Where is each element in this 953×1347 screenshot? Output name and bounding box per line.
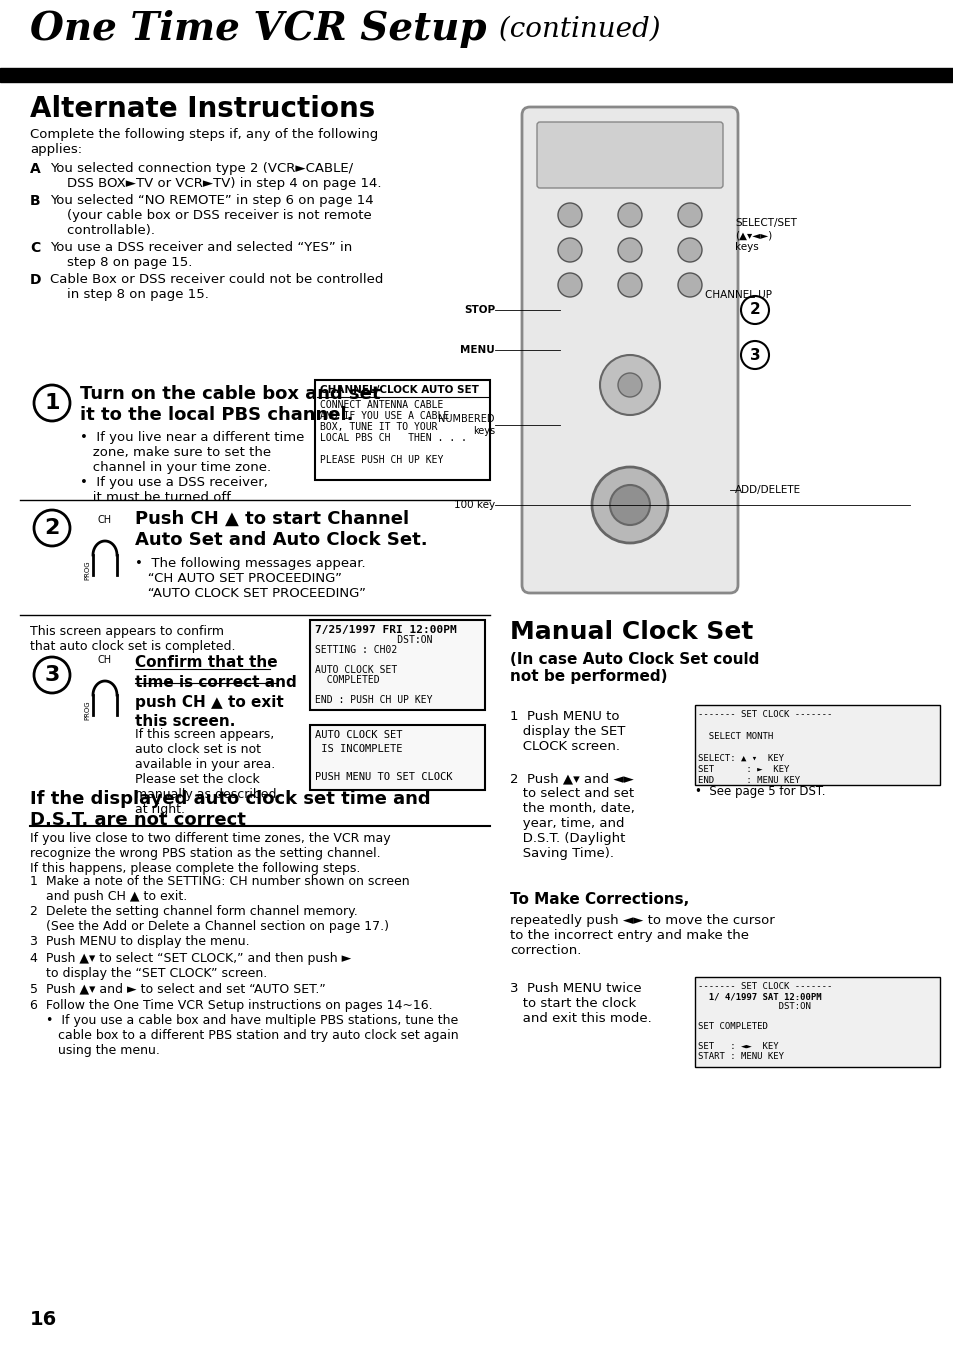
Circle shape xyxy=(618,238,641,263)
Circle shape xyxy=(609,485,649,525)
Circle shape xyxy=(678,273,701,296)
Text: 5  Push ▲▾ and ► to select and set “AUTO SET.”: 5 Push ▲▾ and ► to select and set “AUTO … xyxy=(30,982,325,995)
Text: PUSH MENU TO SET CLOCK: PUSH MENU TO SET CLOCK xyxy=(314,772,452,783)
Text: Manual Clock Set: Manual Clock Set xyxy=(510,620,753,644)
Text: 3  Push MENU to display the menu.: 3 Push MENU to display the menu. xyxy=(30,935,250,948)
Text: PROG: PROG xyxy=(84,560,90,579)
Text: BOX, TUNE IT TO YOUR: BOX, TUNE IT TO YOUR xyxy=(319,422,437,432)
Text: (continued): (continued) xyxy=(490,16,659,43)
Bar xyxy=(0,67,953,82)
Text: B: B xyxy=(30,194,41,207)
Text: Alternate Instructions: Alternate Instructions xyxy=(30,96,375,123)
FancyBboxPatch shape xyxy=(310,725,484,789)
Text: You selected “NO REMOTE” in step 6 on page 14
    (your cable box or DSS receive: You selected “NO REMOTE” in step 6 on pa… xyxy=(50,194,374,237)
Text: PLEASE PUSH CH UP KEY: PLEASE PUSH CH UP KEY xyxy=(319,455,443,465)
Circle shape xyxy=(618,373,641,397)
Text: SETTING : CH02: SETTING : CH02 xyxy=(314,645,396,655)
Text: CHANNEL UP: CHANNEL UP xyxy=(704,290,771,300)
Circle shape xyxy=(618,273,641,296)
Text: 3  Push MENU twice
   to start the clock
   and exit this mode.: 3 Push MENU twice to start the clock and… xyxy=(510,982,651,1025)
Text: Complete the following steps if, any of the following
applies:: Complete the following steps if, any of … xyxy=(30,128,377,156)
Text: Confirm that the
time is correct and
push CH ▲ to exit
this screen.: Confirm that the time is correct and pus… xyxy=(135,655,296,729)
Text: •  If you use a DSS receiver,
   it must be turned off.: • If you use a DSS receiver, it must be … xyxy=(80,475,268,504)
Text: •  If you live near a different time
   zone, make sure to set the
   channel in: • If you live near a different time zone… xyxy=(80,431,304,474)
Text: STOP: STOP xyxy=(463,304,495,315)
Text: Turn on the cable box and set
it to the local PBS channel.: Turn on the cable box and set it to the … xyxy=(80,385,380,424)
Text: SELECT/SET
(▲▾◄►)
keys: SELECT/SET (▲▾◄►) keys xyxy=(734,218,796,252)
Text: •  The following messages appear.
   “CH AUTO SET PROCEEDING”
   “AUTO CLOCK SET: • The following messages appear. “CH AUT… xyxy=(135,558,366,599)
Text: NUMBERED
keys: NUMBERED keys xyxy=(438,414,495,436)
FancyBboxPatch shape xyxy=(695,977,939,1067)
Text: PROG: PROG xyxy=(84,700,90,719)
Text: 4  Push ▲▾ to select “SET CLOCK,” and then push ►
    to display the “SET CLOCK”: 4 Push ▲▾ to select “SET CLOCK,” and the… xyxy=(30,952,351,981)
Text: END      : MENU KEY: END : MENU KEY xyxy=(698,776,800,785)
Text: CH: CH xyxy=(98,655,112,665)
Text: 1  Make a note of the SETTING: CH number shown on screen
    and push CH ▲ to ex: 1 Make a note of the SETTING: CH number … xyxy=(30,876,409,902)
Text: You selected connection type 2 (VCR►CABLE/
    DSS BOX►TV or VCR►TV) in step 4 o: You selected connection type 2 (VCR►CABL… xyxy=(50,162,381,190)
Text: Cable Box or DSS receiver could not be controlled
    in step 8 on page 15.: Cable Box or DSS receiver could not be c… xyxy=(50,273,383,300)
Text: SET      : ►  KEY: SET : ► KEY xyxy=(698,765,788,775)
Text: (In case Auto Clock Set could
not be performed): (In case Auto Clock Set could not be per… xyxy=(510,652,759,684)
Text: DST:ON: DST:ON xyxy=(698,1002,810,1012)
Text: START : MENU KEY: START : MENU KEY xyxy=(698,1052,783,1061)
Circle shape xyxy=(592,467,667,543)
Text: SET COMPLETED: SET COMPLETED xyxy=(698,1022,767,1030)
Text: C: C xyxy=(30,241,40,255)
FancyBboxPatch shape xyxy=(310,620,484,710)
Text: END : PUSH CH UP KEY: END : PUSH CH UP KEY xyxy=(314,695,432,704)
FancyBboxPatch shape xyxy=(537,123,722,189)
Text: If you live close to two different time zones, the VCR may
recognize the wrong P: If you live close to two different time … xyxy=(30,832,390,876)
Text: AND IF YOU USE A CABLE: AND IF YOU USE A CABLE xyxy=(319,411,449,422)
Text: 100 key: 100 key xyxy=(454,500,495,511)
Text: To Make Corrections,: To Make Corrections, xyxy=(510,892,688,907)
Text: SELECT MONTH: SELECT MONTH xyxy=(698,731,773,741)
Text: MENU: MENU xyxy=(459,345,495,356)
Text: DST:ON: DST:ON xyxy=(314,634,432,645)
Text: ADD/DELETE: ADD/DELETE xyxy=(734,485,801,494)
Circle shape xyxy=(558,273,581,296)
Circle shape xyxy=(558,203,581,228)
Text: Push CH ▲ to start Channel
Auto Set and Auto Clock Set.: Push CH ▲ to start Channel Auto Set and … xyxy=(135,511,427,548)
Text: CONNECT ANTENNA CABLE: CONNECT ANTENNA CABLE xyxy=(319,400,443,409)
Circle shape xyxy=(599,356,659,415)
Text: 2  Delete the setting channel form channel memory.
    (See the Add or Delete a : 2 Delete the setting channel form channe… xyxy=(30,905,389,933)
Circle shape xyxy=(678,203,701,228)
Text: 1: 1 xyxy=(44,393,60,414)
Text: •  See page 5 for DST.: • See page 5 for DST. xyxy=(695,785,824,797)
Text: AUTO CLOCK SET: AUTO CLOCK SET xyxy=(314,730,402,740)
Text: 2  Push ▲▾ and ◄►
   to select and set
   the month, date,
   year, time, and
  : 2 Push ▲▾ and ◄► to select and set the m… xyxy=(510,772,634,859)
Text: COMPLETED: COMPLETED xyxy=(314,675,379,686)
Text: CHANNEL/CLOCK AUTO SET: CHANNEL/CLOCK AUTO SET xyxy=(319,385,478,395)
Text: If the displayed auto clock set time and
D.S.T. are not correct: If the displayed auto clock set time and… xyxy=(30,789,430,828)
Text: One Time VCR Setup: One Time VCR Setup xyxy=(30,9,486,48)
Text: repeatedly push ◄► to move the cursor
to the incorrect entry and make the
correc: repeatedly push ◄► to move the cursor to… xyxy=(510,915,774,956)
Text: D: D xyxy=(30,273,42,287)
Text: IS INCOMPLETE: IS INCOMPLETE xyxy=(314,744,402,754)
Text: 16: 16 xyxy=(30,1311,57,1329)
Text: LOCAL PBS CH   THEN . . .: LOCAL PBS CH THEN . . . xyxy=(319,432,466,443)
Text: 1  Push MENU to
   display the SET
   CLOCK screen.: 1 Push MENU to display the SET CLOCK scr… xyxy=(510,710,625,753)
Circle shape xyxy=(558,238,581,263)
Text: If this screen appears,
auto clock set is not
available in your area.
Please set: If this screen appears, auto clock set i… xyxy=(135,727,276,816)
Text: A: A xyxy=(30,162,41,176)
Text: 2: 2 xyxy=(749,303,760,318)
FancyBboxPatch shape xyxy=(695,704,939,785)
FancyBboxPatch shape xyxy=(521,106,738,593)
Text: ------- SET CLOCK -------: ------- SET CLOCK ------- xyxy=(698,710,832,719)
Text: SET   : ◄►  KEY: SET : ◄► KEY xyxy=(698,1043,778,1051)
Text: 2: 2 xyxy=(44,519,60,537)
Text: 7/25/1997 FRI 12:00PM: 7/25/1997 FRI 12:00PM xyxy=(314,625,456,634)
Text: 6  Follow the One Time VCR Setup instructions on pages 14~16.
    •  If you use : 6 Follow the One Time VCR Setup instruct… xyxy=(30,999,458,1057)
Text: This screen appears to confirm
that auto clock set is completed.: This screen appears to confirm that auto… xyxy=(30,625,235,653)
Text: CH: CH xyxy=(98,515,112,525)
Text: ------- SET CLOCK -------: ------- SET CLOCK ------- xyxy=(698,982,832,991)
Text: AUTO CLOCK SET: AUTO CLOCK SET xyxy=(314,665,396,675)
Text: You use a DSS receiver and selected “YES” in
    step 8 on page 15.: You use a DSS receiver and selected “YES… xyxy=(50,241,352,269)
Circle shape xyxy=(618,203,641,228)
Text: 1/ 4/1997 SAT 12:00PM: 1/ 4/1997 SAT 12:00PM xyxy=(698,991,821,1001)
Text: SELECT: ▲ ▾  KEY: SELECT: ▲ ▾ KEY xyxy=(698,754,783,762)
Circle shape xyxy=(678,238,701,263)
Text: 3: 3 xyxy=(44,665,60,686)
Text: 3: 3 xyxy=(749,348,760,362)
